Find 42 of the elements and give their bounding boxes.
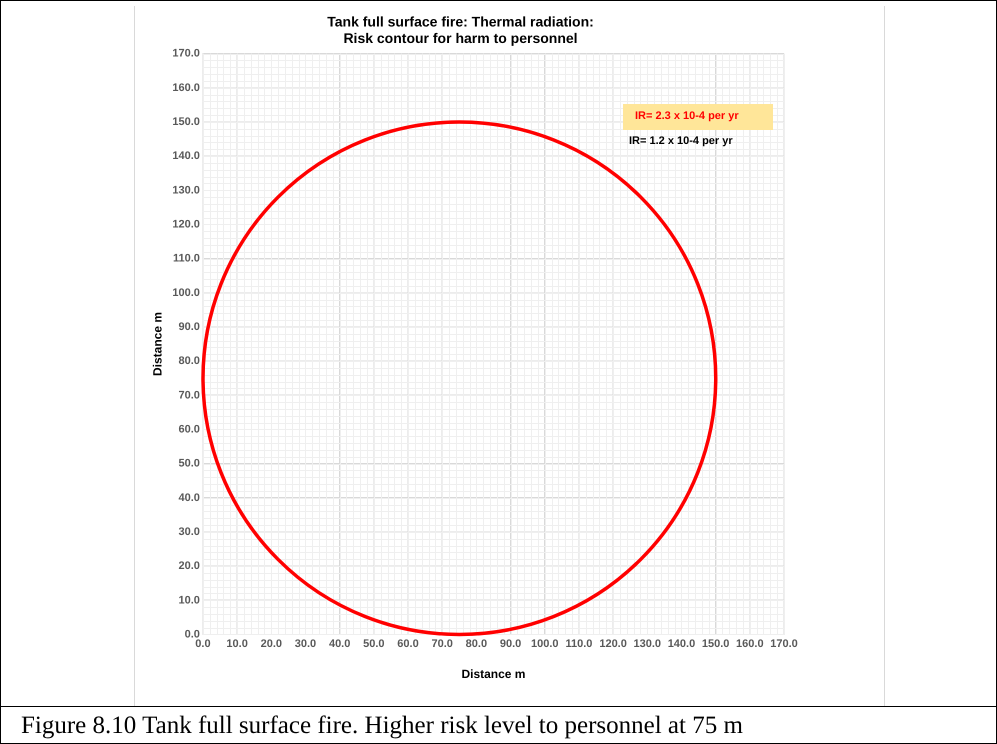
y-tick-label: 50.0 bbox=[178, 458, 200, 470]
x-axis-title: Distance m bbox=[461, 667, 526, 682]
y-tick-label: 30.0 bbox=[178, 526, 200, 538]
x-tick-label: 110.0 bbox=[565, 638, 592, 650]
x-tick-label: 140.0 bbox=[668, 638, 696, 650]
x-tick-label: 170.0 bbox=[770, 638, 798, 650]
y-tick-label: 160.0 bbox=[172, 82, 200, 94]
x-tick-label: 70.0 bbox=[431, 638, 453, 650]
y-tick-label: 170.0 bbox=[172, 48, 200, 60]
x-tick-label: 100.0 bbox=[530, 638, 558, 650]
x-tick-label: 30.0 bbox=[294, 638, 316, 650]
x-tick-label: 150.0 bbox=[702, 638, 730, 650]
y-tick-label: 80.0 bbox=[178, 355, 200, 368]
y-tick-label: 100.0 bbox=[172, 286, 200, 299]
y-tick-label: 150.0 bbox=[172, 116, 200, 128]
y-axis-title: Distance m bbox=[150, 312, 165, 376]
y-tick-label: 40.0 bbox=[178, 492, 200, 504]
x-tick-label: 60.0 bbox=[397, 638, 419, 650]
caption: Figure 8.10 Tank full surface fire. Higher risk level to personnel at 75 m bbox=[1, 706, 996, 743]
x-tick-label: 50.0 bbox=[363, 638, 385, 650]
x-tick-label: 90.0 bbox=[500, 638, 522, 650]
chart-title: Tank full surface fire: Thermal radiation: Risk contour for harm to personnel bbox=[327, 13, 594, 46]
y-tick-label: 70.0 bbox=[178, 389, 200, 402]
y-tick-label: 0.0 bbox=[184, 628, 200, 640]
y-tick-label: 110.0 bbox=[173, 252, 200, 265]
x-tick-label: 0.0 bbox=[195, 638, 211, 650]
y-tick-label: 20.0 bbox=[178, 560, 200, 572]
x-tick-label: 160.0 bbox=[736, 638, 764, 650]
y-tick-label: 60.0 bbox=[178, 423, 200, 436]
x-tick-label: 120.0 bbox=[599, 638, 627, 650]
x-tick-label: 10.0 bbox=[226, 638, 248, 650]
x-tick-label: 80.0 bbox=[466, 638, 488, 650]
y-tick-label: 120.0 bbox=[172, 218, 200, 230]
y-tick-label: 140.0 bbox=[172, 150, 200, 162]
y-tick-label: 10.0 bbox=[178, 594, 200, 606]
y-tick-label: 130.0 bbox=[172, 184, 200, 196]
x-tick-label: 40.0 bbox=[328, 638, 350, 650]
y-tick-label: 90.0 bbox=[178, 320, 200, 333]
annotation: IR= 2.3 x 10-4 per yr bbox=[635, 110, 739, 122]
x-tick-label: 130.0 bbox=[634, 638, 662, 650]
annotation: IR= 1.2 x 10-4 per yr bbox=[629, 134, 733, 147]
x-tick-label: 20.0 bbox=[260, 638, 282, 650]
